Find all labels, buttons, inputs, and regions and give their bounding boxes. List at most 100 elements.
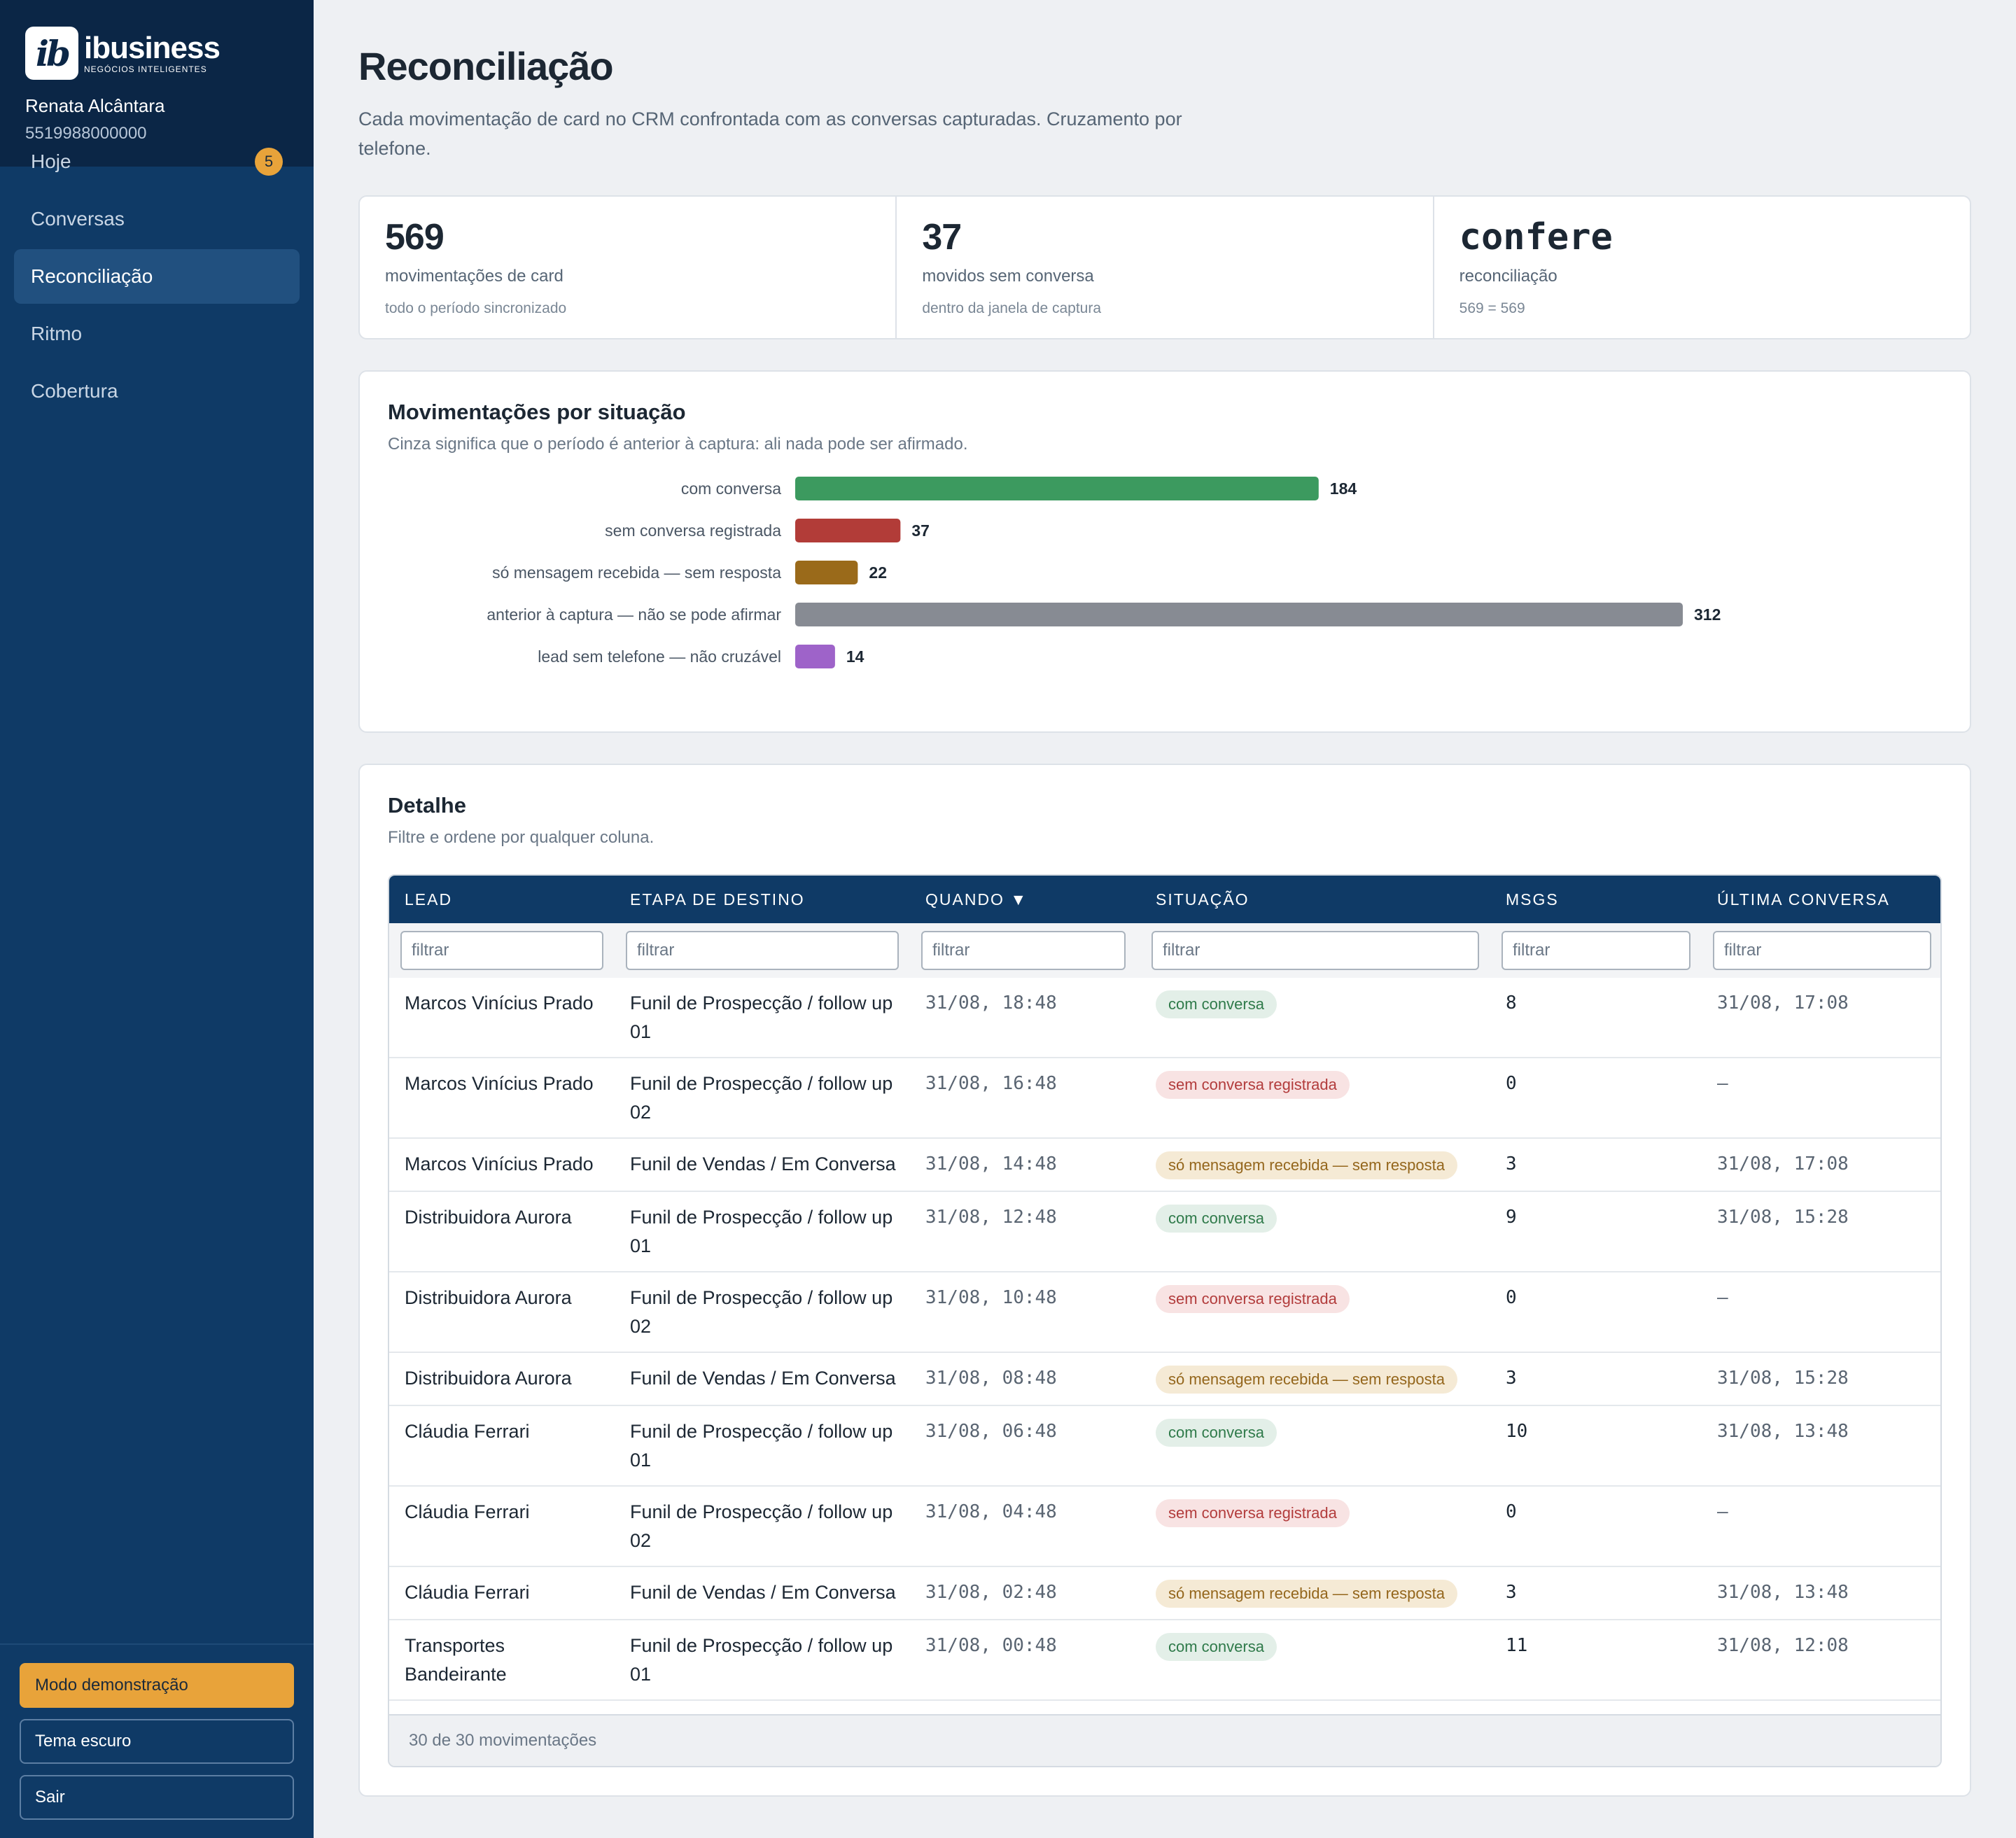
- cell-lead: Marcos Vinícius Prado: [405, 1073, 594, 1094]
- column-header-msgs[interactable]: MSGS: [1506, 890, 1559, 909]
- stat-value: 569: [385, 217, 444, 258]
- sidebar-item-label: Ritmo: [31, 323, 83, 344]
- sidebar-item-conversas[interactable]: Conversas: [14, 192, 300, 246]
- bar-value-label: 37: [911, 521, 930, 540]
- sidebar-item-label: Reconciliação: [31, 265, 153, 287]
- status-badge: só mensagem recebida — sem resposta: [1156, 1580, 1457, 1608]
- cell-situacao: sem conversa registrada: [1140, 1272, 1490, 1352]
- stat-subtext: todo o período sincronizado: [385, 300, 567, 316]
- dark-theme-button[interactable]: Tema escuro: [20, 1719, 294, 1764]
- sidebar-header: ib ibusiness NEGÓCIOS INTELIGENTES Renat…: [0, 0, 314, 167]
- cell-ultima-conversa: 31/08, 17:08: [1717, 1153, 1849, 1174]
- cell-situacao: com conversa: [1140, 1192, 1490, 1271]
- bar-category-label: anterior à captura — não se pode afirmar: [486, 605, 781, 624]
- cell-lead: Cláudia Ferrari: [405, 1421, 530, 1442]
- status-badge: sem conversa registrada: [1156, 1071, 1350, 1099]
- status-badge: com conversa: [1156, 1205, 1277, 1233]
- filter-input-quando[interactable]: [921, 931, 1126, 970]
- bar-category-label: lead sem telefone — não cruzável: [538, 647, 781, 666]
- page-description: Cada movimentação de card no CRM confron…: [358, 108, 1182, 159]
- cell-msgs: 0: [1506, 1287, 1517, 1308]
- bar-value-label: 14: [846, 647, 864, 666]
- table-row[interactable]: Distribuidora Aurora Funil de Prospecção …: [389, 1272, 1940, 1353]
- table-row[interactable]: Cláudia Ferrari Funil de Prospecção / fol…: [389, 1487, 1940, 1567]
- sidebar-item-cobertura[interactable]: Cobertura: [14, 364, 300, 419]
- cell-lead: Distribuidora Aurora: [405, 1207, 572, 1228]
- cell-quando: 31/08, 08:48: [925, 1368, 1057, 1389]
- table-row[interactable]: Cláudia Ferrari Funil de Prospecção / fol…: [389, 1406, 1940, 1487]
- column-header-etapa[interactable]: ETAPA DE DESTINO: [630, 890, 805, 909]
- cell-quando: 31/08, 06:48: [925, 1421, 1057, 1442]
- demo-mode-button[interactable]: Modo demonstração: [20, 1663, 294, 1708]
- cell-situacao: sem conversa registrada: [1140, 1058, 1490, 1137]
- cell-lead: Marcos Vinícius Prado: [405, 1153, 594, 1174]
- cell-msgs: 10: [1506, 1421, 1528, 1442]
- stat-card-sem-conversa: 37 movidos sem conversa dentro da janela…: [897, 197, 1434, 338]
- sidebar-item-hoje[interactable]: Hoje 5: [14, 134, 300, 189]
- table-row[interactable]: Marcos Vinícius Prado Funil de Prospecção…: [389, 1058, 1940, 1139]
- table-row[interactable]: Distribuidora Aurora Funil de Vendas / Em…: [389, 1353, 1940, 1406]
- bar-category-label: sem conversa registrada: [605, 521, 781, 540]
- cell-msgs: 0: [1506, 1501, 1517, 1522]
- cell-lead: Cláudia Ferrari: [405, 1582, 530, 1603]
- sidebar: ib ibusiness NEGÓCIOS INTELIGENTES Renat…: [0, 0, 314, 1838]
- stat-card-reconciliacao: confere reconciliação 569 = 569: [1434, 197, 1970, 338]
- cell-quando: 31/08, 16:48: [925, 1073, 1057, 1094]
- cell-situacao: com conversa: [1140, 1406, 1490, 1485]
- table-row[interactable]: Transportes Bandeirante Funil de Prospecç…: [389, 1620, 1940, 1701]
- filter-input-situacao[interactable]: [1152, 931, 1479, 970]
- cell-etapa: Funil de Prospecção / follow up 01: [630, 1207, 893, 1256]
- cell-msgs: 8: [1506, 992, 1517, 1013]
- stat-label: reconciliação: [1459, 267, 1558, 286]
- brand-name: ibusiness: [84, 30, 220, 65]
- bar-value-label: 312: [1694, 605, 1721, 624]
- card-title: Detalhe: [388, 793, 466, 818]
- stat-subtext: dentro da janela de captura: [922, 300, 1102, 316]
- stats-panel: 569 movimentações de card todo o período…: [358, 195, 1971, 339]
- cell-ultima-conversa: 31/08, 15:28: [1717, 1368, 1849, 1389]
- column-header-ultima-conversa[interactable]: ÚLTIMA CONVERSA: [1717, 890, 1890, 909]
- brand-tagline: NEGÓCIOS INTELIGENTES: [84, 64, 207, 74]
- cell-msgs: 11: [1506, 1635, 1528, 1656]
- filter-input-lead[interactable]: [400, 931, 603, 970]
- filter-input-ultima-conversa[interactable]: [1713, 931, 1931, 970]
- bar: [795, 561, 858, 584]
- cell-ultima-conversa: —: [1717, 1073, 1728, 1094]
- cell-ultima-conversa: 31/08, 13:48: [1717, 1582, 1849, 1603]
- table-row[interactable]: Cláudia Ferrari Funil de Vendas / Em Conv…: [389, 1567, 1940, 1620]
- cell-msgs: 3: [1506, 1153, 1517, 1174]
- sidebar-nav: Hoje 5 Conversas Reconciliação Ritmo Cob…: [14, 134, 300, 421]
- table-body: Marcos Vinícius Prado Funil de Prospecção…: [389, 978, 1940, 1710]
- filter-input-msgs[interactable]: [1502, 931, 1690, 970]
- cell-ultima-conversa: —: [1717, 1287, 1728, 1308]
- column-header-situacao[interactable]: SITUAÇÃO: [1156, 890, 1250, 909]
- table-row[interactable]: Marcos Vinícius Prado Funil de Vendas / E…: [389, 1139, 1940, 1192]
- cell-situacao: só mensagem recebida — sem resposta: [1140, 1139, 1490, 1191]
- stat-value: confere: [1459, 216, 1613, 258]
- sidebar-item-reconciliacao[interactable]: Reconciliação: [14, 249, 300, 304]
- cell-lead: Cláudia Ferrari: [405, 1501, 530, 1522]
- brand-logo: ib ibusiness NEGÓCIOS INTELIGENTES: [25, 27, 288, 80]
- card-subtitle: Filtre e ordene por qualquer coluna.: [388, 828, 654, 847]
- stat-subtext: 569 = 569: [1459, 300, 1525, 316]
- filter-input-etapa[interactable]: [626, 931, 899, 970]
- table-row[interactable]: Distribuidora Aurora Funil de Prospecção …: [389, 1192, 1940, 1272]
- cell-situacao: com conversa: [1140, 1620, 1490, 1699]
- bar: [795, 477, 1319, 500]
- cell-lead: Distribuidora Aurora: [405, 1287, 572, 1308]
- card-subtitle: Cinza significa que o período é anterior…: [388, 435, 968, 454]
- logout-button[interactable]: Sair: [20, 1775, 294, 1820]
- stat-label: movidos sem conversa: [922, 267, 1094, 286]
- column-header-quando[interactable]: QUANDO ▼: [925, 890, 1028, 909]
- bar-category-label: com conversa: [681, 479, 781, 498]
- table-row[interactable]: Marcos Vinícius Prado Funil de Prospecção…: [389, 978, 1940, 1058]
- cell-etapa: Funil de Prospecção / follow up 01: [630, 1421, 893, 1471]
- user-name: Renata Alcântara: [25, 95, 165, 116]
- column-header-lead[interactable]: LEAD: [405, 890, 453, 909]
- cell-situacao: só mensagem recebida — sem resposta: [1140, 1567, 1490, 1619]
- table-header: LEAD ETAPA DE DESTINO QUANDO ▼ SITUAÇÃO …: [389, 876, 1940, 923]
- sidebar-item-ritmo[interactable]: Ritmo: [14, 307, 300, 361]
- status-badge: sem conversa registrada: [1156, 1285, 1350, 1313]
- filter-row: [389, 923, 1940, 978]
- status-badge: só mensagem recebida — sem resposta: [1156, 1366, 1457, 1394]
